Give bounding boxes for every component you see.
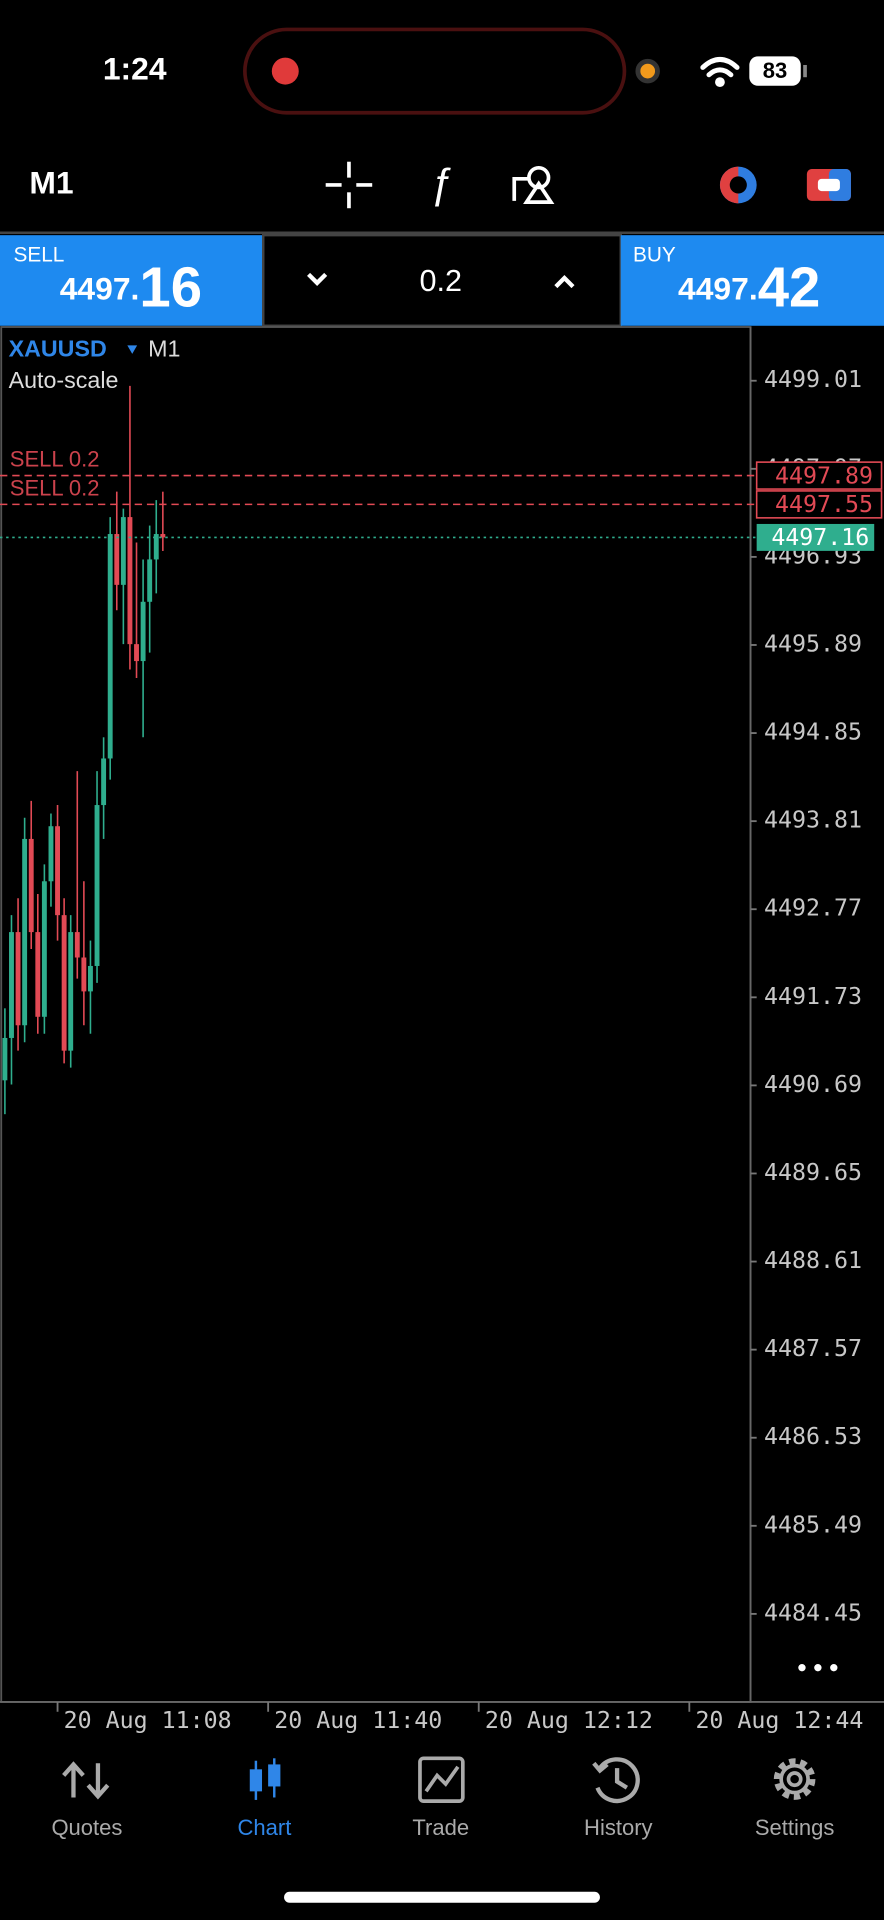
symbol-dropdown[interactable] <box>127 345 138 354</box>
candle-body <box>35 932 41 1017</box>
candle-body <box>9 932 14 1038</box>
order-price: 4497.55 <box>775 491 873 518</box>
candle-body <box>134 644 139 662</box>
y-tick-label: 4487.57 <box>764 1335 862 1362</box>
y-tick-label: 4488.61 <box>764 1247 862 1274</box>
trade-nav-icon[interactable] <box>418 1756 465 1803</box>
nav-label[interactable]: Trade <box>412 1815 469 1840</box>
battery <box>749 56 801 86</box>
candle-body <box>28 838 34 933</box>
volume-up[interactable] <box>554 274 575 289</box>
status-time: 1:24 <box>103 51 167 87</box>
mic-indicator <box>635 58 660 84</box>
y-tick-label: 4484.45 <box>764 1599 862 1626</box>
y-tick-label: 4491.73 <box>764 983 862 1010</box>
home-indicator <box>284 1891 600 1903</box>
chart-timeframe: M1 <box>148 335 180 361</box>
buy-button[interactable] <box>620 235 884 326</box>
more-menu[interactable] <box>798 1664 838 1672</box>
candle-body <box>68 932 74 1051</box>
x-tick-label: 20 Aug 12:44 <box>695 1707 863 1734</box>
candle-body <box>114 534 120 585</box>
order-label[interactable]: SELL 0.2 <box>10 447 100 472</box>
order-price-tag <box>755 461 883 490</box>
candle-body <box>107 534 113 759</box>
volume[interactable]: 0.2 <box>420 264 463 298</box>
settings-icon[interactable] <box>773 1758 816 1800</box>
account-icon[interactable] <box>719 166 757 204</box>
y-tick-label: 4499.01 <box>764 366 862 393</box>
nav-label[interactable]: Settings <box>755 1815 835 1840</box>
order-price: 4497.89 <box>775 462 873 489</box>
objects-icon[interactable] <box>512 165 555 204</box>
candle-body <box>101 758 107 806</box>
y-tick-label: 4493.81 <box>764 807 862 834</box>
candle-body <box>74 932 80 958</box>
y-tick-label: 4494.85 <box>764 719 862 746</box>
candle-body <box>88 965 93 992</box>
sell-button[interactable] <box>0 235 264 326</box>
battery-level: 83 <box>763 58 788 83</box>
x-tick-label: 20 Aug 12:12 <box>485 1707 653 1734</box>
history-icon[interactable] <box>592 1757 640 1804</box>
candle-body <box>61 915 67 1051</box>
y-tick-label: 4489.65 <box>764 1159 862 1186</box>
sell-price-big: 16 <box>139 255 202 318</box>
candle-body <box>41 881 47 1017</box>
quotes-icon[interactable] <box>62 1761 110 1800</box>
candle-body <box>120 517 126 585</box>
chart-icon[interactable] <box>249 1758 281 1800</box>
nav-label[interactable]: Quotes <box>51 1815 122 1840</box>
candle-body <box>48 826 54 882</box>
y-tick-label: 4492.77 <box>764 895 862 922</box>
buy-price-main: 4497. <box>678 271 758 307</box>
sell-label: SELL <box>13 243 64 266</box>
order-label[interactable]: SELL 0.2 <box>10 476 100 501</box>
y-tick-label: 4495.89 <box>764 630 862 657</box>
x-tick-label: 20 Aug 11:08 <box>64 1707 232 1734</box>
candle-body <box>94 805 100 966</box>
candle-body <box>140 601 146 662</box>
dynamic-island <box>243 27 627 115</box>
symbol[interactable]: XAUUSD <box>9 335 107 361</box>
sell-price-main: 4497. <box>60 271 140 307</box>
candle-body <box>81 957 87 992</box>
x-tick-label: 20 Aug 11:40 <box>274 1707 442 1734</box>
record-dot <box>271 57 299 85</box>
chart-frame <box>0 326 752 1703</box>
candle-body <box>153 534 159 560</box>
candle-body <box>160 534 166 538</box>
y-tick-label: 4490.69 <box>764 1071 862 1098</box>
sell-price: 4497.16 <box>60 255 202 318</box>
candle-body <box>22 838 28 1026</box>
buy-label: BUY <box>633 243 676 266</box>
y-tick-label: 4486.53 <box>764 1423 862 1450</box>
candle-body <box>55 826 60 916</box>
crosshair-icon[interactable] <box>325 161 373 209</box>
candle-body <box>147 559 153 602</box>
scale-mode: Auto-scale <box>9 367 119 393</box>
battery-tip <box>803 64 807 78</box>
y-tick-label: 4485.49 <box>764 1511 862 1538</box>
candle-body <box>15 932 21 1026</box>
buy-price: 4497.42 <box>678 255 820 318</box>
indicators-icon[interactable]: ƒ <box>429 159 452 206</box>
timeframe-button[interactable]: M1 <box>29 164 73 200</box>
order-price-tag <box>755 490 883 519</box>
candles-area: 4499.014497.974496.934495.894494.854493.… <box>0 366 883 1734</box>
buy-price-big: 42 <box>758 255 821 318</box>
wifi-icon <box>700 57 740 88</box>
candle-body <box>127 517 133 645</box>
volume-down[interactable] <box>307 272 328 286</box>
candle-body <box>2 1037 8 1081</box>
bid-price-tag <box>756 523 875 551</box>
bid-price: 4497.16 <box>771 524 869 551</box>
trade-icon[interactable] <box>806 169 851 201</box>
nav-bar: Quotes Chart Trade History Settings <box>51 1815 834 1840</box>
nav-label[interactable]: Chart <box>238 1815 292 1840</box>
nav-label[interactable]: History <box>584 1815 653 1840</box>
